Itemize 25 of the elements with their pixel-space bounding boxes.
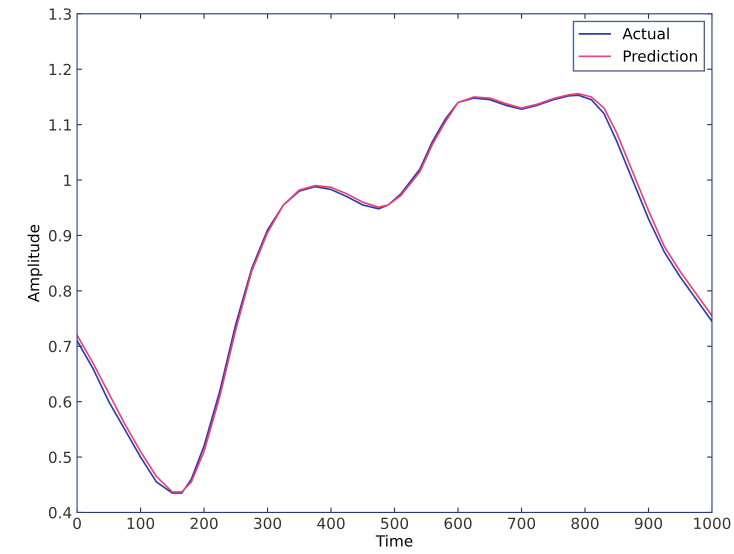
- y-tick-label: 1.2: [50, 64, 71, 76]
- y-tick-label: 0.9: [48, 230, 72, 242]
- y-tick-label: 0.5: [48, 452, 71, 464]
- x-tick-label: 800: [571, 518, 599, 530]
- y-tick-label: 0.6: [48, 396, 72, 408]
- x-tick-label: 200: [190, 518, 218, 530]
- y-tick-label: 0.8: [48, 285, 72, 297]
- y-tick-label: 1.3: [50, 8, 71, 20]
- x-tick-label: 100: [128, 518, 154, 530]
- legend-label: Prediction: [624, 50, 697, 62]
- x-tick-label: 400: [317, 518, 345, 530]
- x-tick-label: 600: [444, 518, 472, 530]
- y-axis-title: Amplitude: [28, 224, 42, 302]
- x-tick-label: 700: [508, 518, 536, 530]
- x-axis-title: Time: [376, 534, 412, 547]
- y-tick-label: 1: [64, 174, 71, 186]
- y-tick-label: 0.7: [48, 340, 71, 352]
- legend-label: Actual: [622, 28, 669, 40]
- x-tick-label: 300: [254, 518, 282, 530]
- x-tick-label: 500: [381, 518, 408, 530]
- x-tick-label: 0: [73, 518, 81, 530]
- x-tick-label: 900: [634, 518, 662, 530]
- y-tick-label: 0.4: [48, 506, 72, 518]
- y-tick-label: 1.1: [50, 119, 71, 130]
- x-tick-label: 1000: [694, 518, 730, 530]
